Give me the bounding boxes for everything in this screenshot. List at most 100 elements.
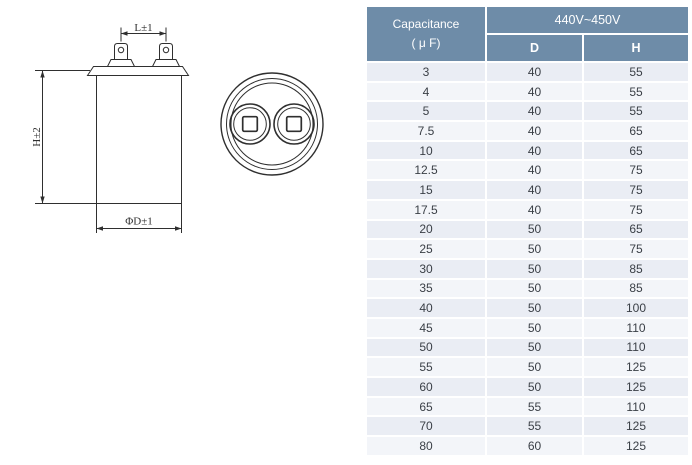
table-row: 65 55 110 [367, 397, 688, 416]
d-value-cell: 50 [487, 299, 582, 317]
d-value-cell: 40 [487, 82, 582, 101]
table-row: 50 50 110 [367, 338, 688, 357]
capacitance-cell: 3 [367, 63, 485, 81]
table-row: 55 50 125 [367, 358, 688, 376]
table-body: 3 40 55 4 40 55 5 40 55 7.5 40 65 10 40 65 12.5 40 75 15 40… [367, 63, 688, 455]
h-value-cell: 110 [584, 338, 688, 357]
h-value-cell: 110 [584, 397, 688, 416]
d-value-cell: 55 [487, 397, 582, 416]
h-value-cell: 125 [584, 417, 688, 436]
capacitance-cell: 5 [367, 102, 485, 121]
h-value-cell: 100 [584, 299, 688, 317]
height-column-header: H [584, 35, 688, 61]
table-row: 12.5 40 75 [367, 161, 688, 180]
table-row: 60 50 125 [367, 378, 688, 396]
dim-label-H: H±2 [31, 127, 43, 146]
table-row: 17.5 40 75 [367, 200, 688, 219]
capacitance-cell: 80 [367, 437, 485, 455]
table-row: 40 50 100 [367, 299, 688, 317]
capacitance-cell: 40 [367, 299, 485, 317]
d-value-cell: 50 [487, 220, 582, 239]
h-value-cell: 75 [584, 161, 688, 180]
d-value-cell: 50 [487, 259, 582, 278]
diameter-column-header: D [487, 35, 582, 61]
h-value-cell: 85 [584, 259, 688, 278]
d-value-cell: 40 [487, 161, 582, 180]
table-row: 35 50 85 [367, 279, 688, 298]
capacitance-header-line2: ( μ F) [411, 36, 441, 50]
d-value-cell: 50 [487, 279, 582, 298]
capacitance-cell: 60 [367, 378, 485, 396]
capacitance-header-line1: Capacitance [392, 16, 460, 31]
dim-label-L: L±1 [134, 22, 152, 34]
h-value-cell: 75 [584, 181, 688, 199]
capacitance-column-header: Capacitance ( μ F) [367, 7, 485, 61]
dimension-L [120, 27, 167, 42]
table-row: 30 50 85 [367, 259, 688, 278]
terminal-right [152, 43, 180, 67]
h-value-cell: 110 [584, 318, 688, 337]
table-row: 4 40 55 [367, 82, 688, 101]
d-value-cell: 50 [487, 358, 582, 376]
capacitance-cell: 12.5 [367, 161, 485, 180]
table-row: 45 50 110 [367, 318, 688, 337]
h-value-cell: 65 [584, 141, 688, 160]
table-row: 7.5 40 65 [367, 122, 688, 140]
capacitor-top-view [220, 72, 324, 176]
capacitance-cell: 45 [367, 318, 485, 337]
d-value-cell: 50 [487, 240, 582, 258]
d-value-cell: 50 [487, 378, 582, 396]
d-value-cell: 40 [487, 141, 582, 160]
capacitor-spec-table: Capacitance ( μ F) 440V~450V D H 3 40 55 4 4… [365, 5, 690, 457]
dimension-H [35, 70, 96, 204]
capacitance-cell: 30 [367, 259, 485, 278]
capacitance-cell: 20 [367, 220, 485, 239]
capacitance-cell: 50 [367, 338, 485, 357]
capacitance-cell: 7.5 [367, 122, 485, 140]
d-value-cell: 55 [487, 417, 582, 436]
h-value-cell: 125 [584, 358, 688, 376]
h-value-cell: 65 [584, 220, 688, 239]
h-value-cell: 85 [584, 279, 688, 298]
top-view-terminal-right [273, 103, 315, 145]
capacitance-cell: 17.5 [367, 200, 485, 219]
capacitance-cell: 70 [367, 417, 485, 436]
capacitance-cell: 10 [367, 141, 485, 160]
capacitance-cell: 4 [367, 82, 485, 101]
d-value-cell: 40 [487, 181, 582, 199]
terminal-left [107, 43, 135, 67]
h-value-cell: 125 [584, 437, 688, 455]
capacitor-body [96, 75, 182, 204]
capacitance-cell: 55 [367, 358, 485, 376]
capacitor-lid [86, 66, 190, 76]
table-row: 15 40 75 [367, 181, 688, 199]
table-row: 80 60 125 [367, 437, 688, 455]
top-view-terminal-left [229, 103, 271, 145]
table-row: 20 50 65 [367, 220, 688, 239]
capacitor-drawing-svg: L±1 H±2 ΦD±1 [31, 22, 324, 233]
dim-label-D: ΦD±1 [125, 216, 153, 228]
d-value-cell: 40 [487, 122, 582, 140]
table-row: 10 40 65 [367, 141, 688, 160]
h-value-cell: 75 [584, 240, 688, 258]
capacitor-technical-drawing: L±1 H±2 ΦD±1 [0, 0, 360, 260]
table-row: 3 40 55 [367, 63, 688, 81]
capacitor-front-view [35, 27, 190, 233]
d-value-cell: 50 [487, 338, 582, 357]
d-value-cell: 40 [487, 102, 582, 121]
h-value-cell: 55 [584, 82, 688, 101]
capacitance-cell: 15 [367, 181, 485, 199]
d-value-cell: 60 [487, 437, 582, 455]
h-value-cell: 55 [584, 102, 688, 121]
d-value-cell: 40 [487, 200, 582, 219]
h-value-cell: 55 [584, 63, 688, 81]
table-row: 25 50 75 [367, 240, 688, 258]
d-value-cell: 50 [487, 318, 582, 337]
capacitance-cell: 35 [367, 279, 485, 298]
h-value-cell: 125 [584, 378, 688, 396]
table-row: 5 40 55 [367, 102, 688, 121]
voltage-range-header: 440V~450V [487, 7, 688, 33]
specification-table-container: Capacitance ( μ F) 440V~450V D H 3 40 55 4 4… [365, 5, 690, 457]
h-value-cell: 65 [584, 122, 688, 140]
